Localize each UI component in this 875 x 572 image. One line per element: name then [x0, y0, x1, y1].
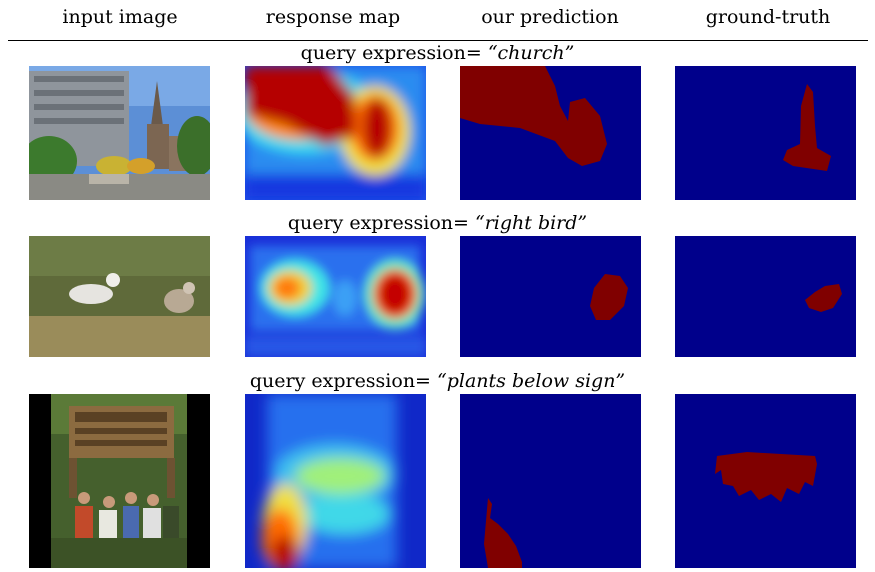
header-rule — [8, 40, 868, 41]
input-image-sign — [29, 394, 210, 568]
input-image-birds — [29, 236, 210, 357]
query-label-row-2: query expression= “right bird” — [287, 212, 588, 234]
ground-truth-mask-birds — [675, 236, 856, 357]
input-image-church — [29, 66, 210, 200]
query-text: “right bird” — [475, 212, 588, 234]
prediction-mask-church — [460, 66, 641, 200]
ground-truth-mask-church — [675, 66, 856, 200]
query-text: “plants below sign” — [437, 370, 626, 392]
response-map-sign — [245, 394, 426, 568]
header-ground-truth: ground-truth — [705, 6, 831, 28]
header-our-prediction: our prediction — [481, 6, 619, 28]
header-input-image: input image — [62, 6, 178, 28]
header-response-map: response map — [265, 6, 401, 28]
query-label-row-3: query expression= “plants below sign” — [249, 370, 626, 392]
ground-truth-mask-sign — [675, 394, 856, 568]
prediction-mask-sign — [460, 394, 641, 568]
query-label-row-1: query expression= “church” — [300, 42, 575, 64]
prediction-mask-birds — [460, 236, 641, 357]
query-text: “church” — [487, 42, 575, 64]
response-map-church — [245, 66, 426, 200]
response-map-birds — [245, 236, 426, 357]
